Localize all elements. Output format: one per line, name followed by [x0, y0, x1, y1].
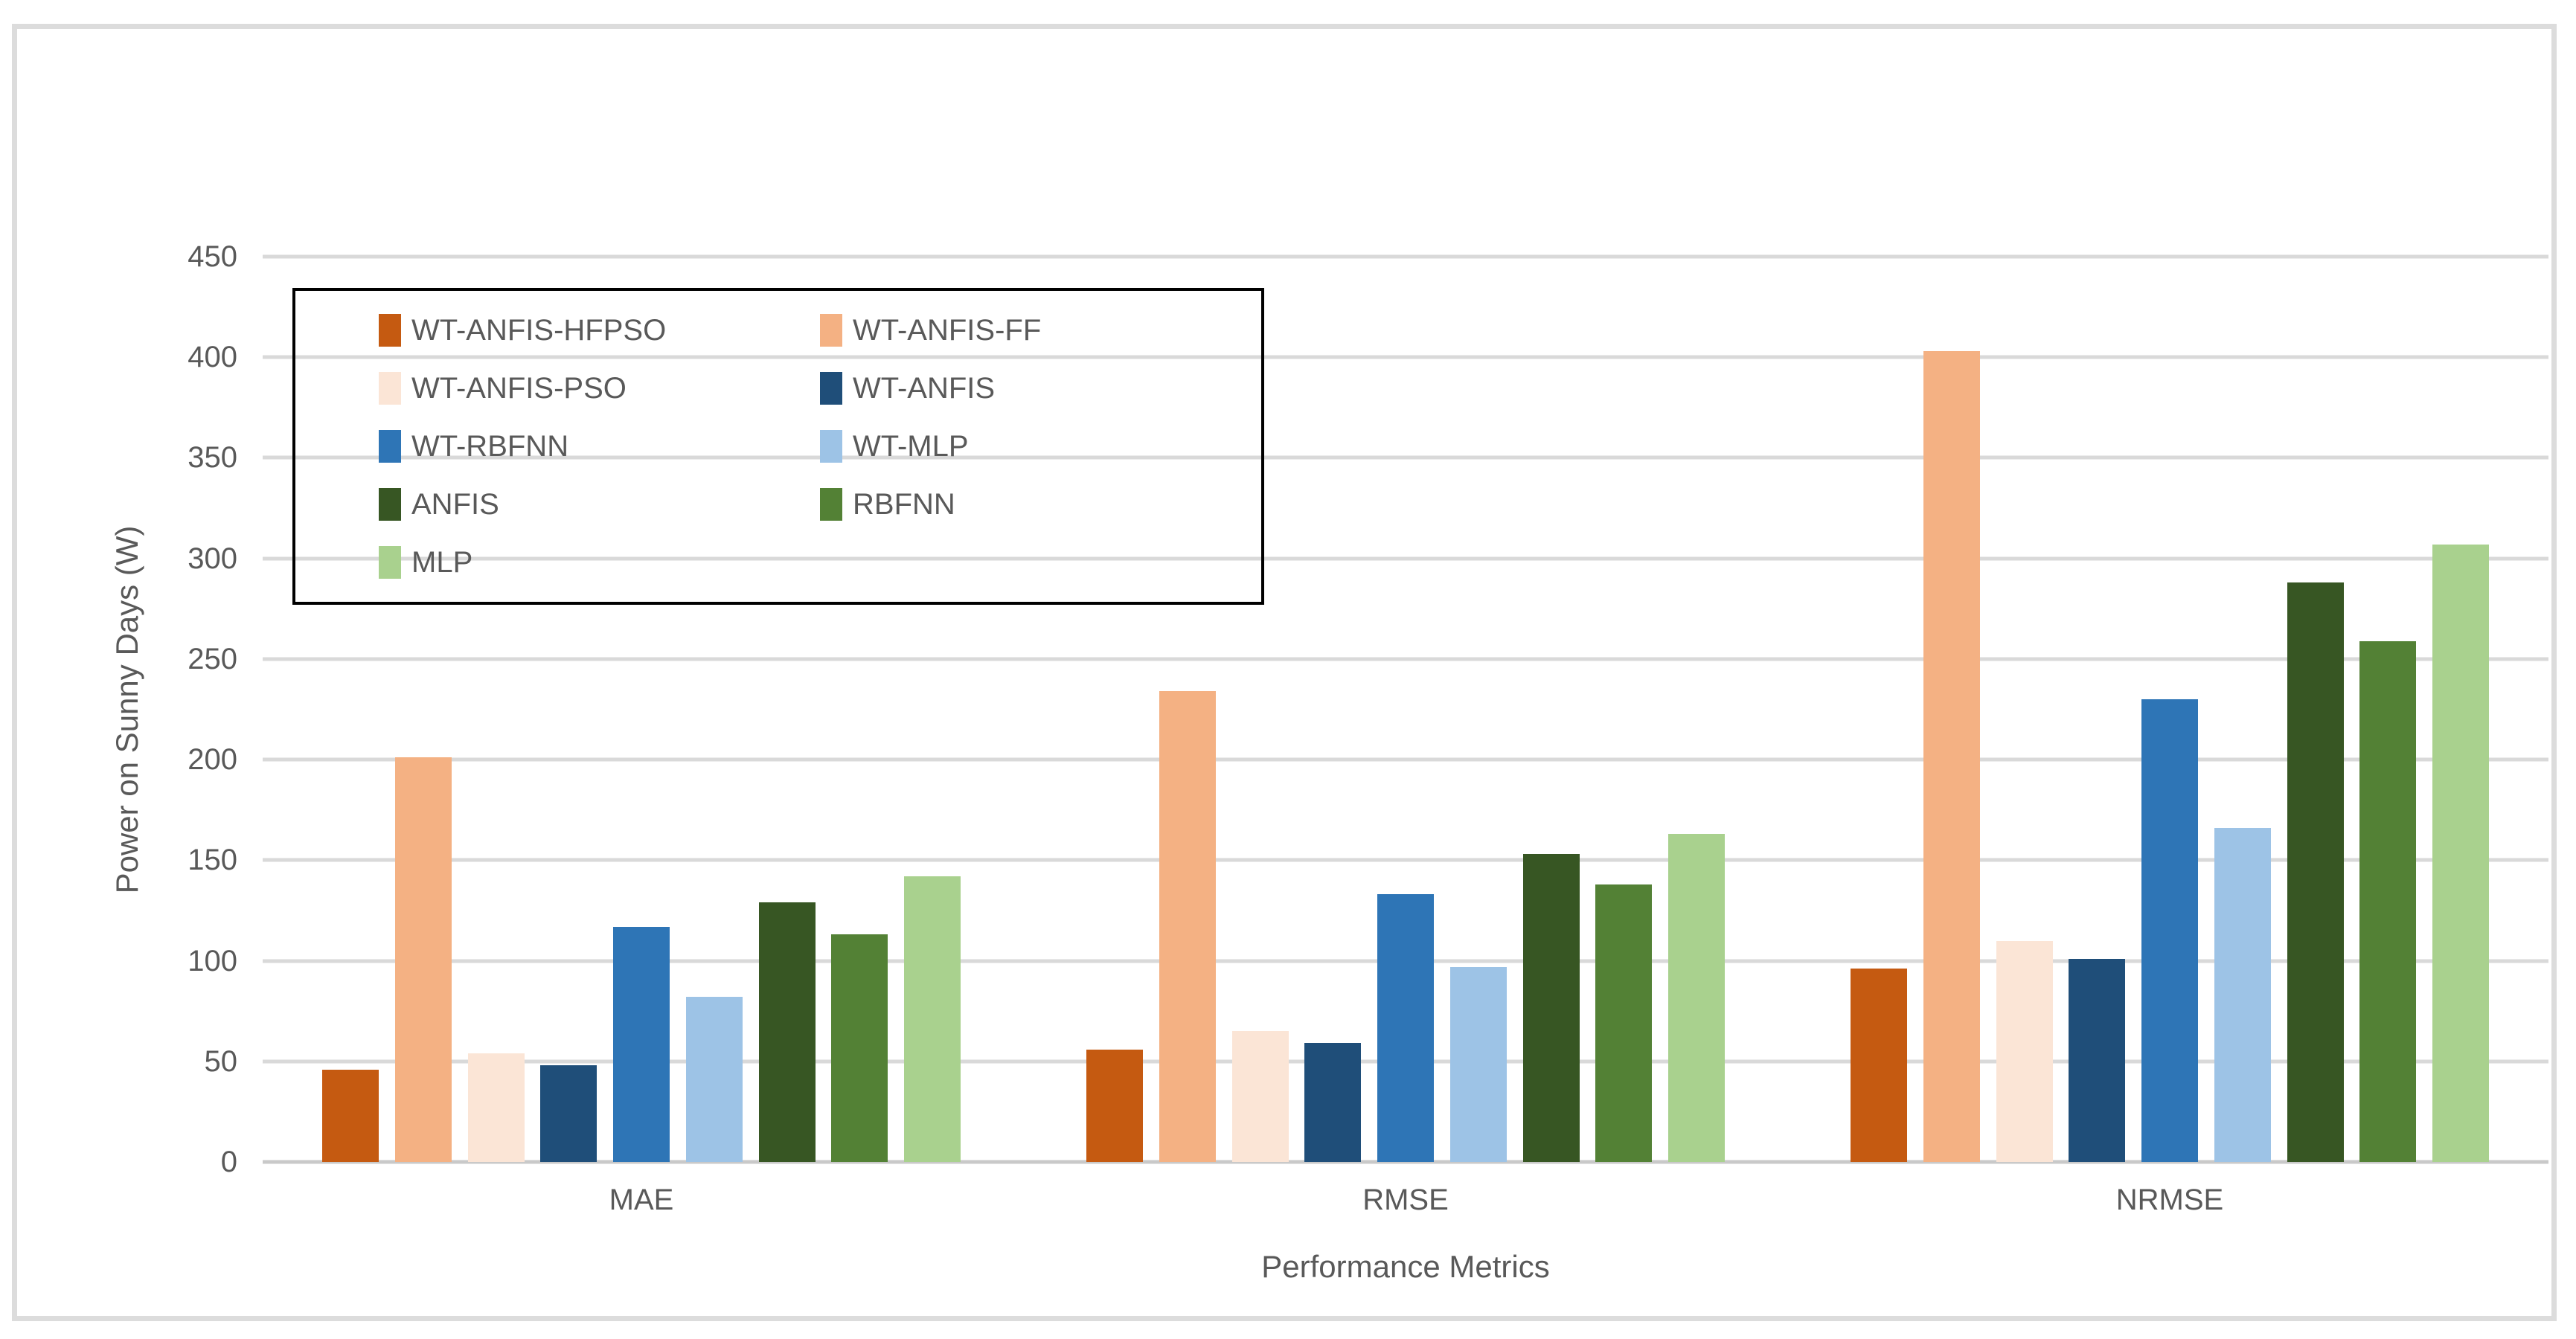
- bar-mlp-nrmse: [2432, 544, 2489, 1162]
- bar-rbfnn-mae: [831, 934, 888, 1162]
- legend-swatch-icon: [820, 372, 842, 405]
- y-tick-label-100: 100: [188, 944, 237, 977]
- legend-label: WT-ANFIS: [853, 371, 996, 405]
- y-tick-label-200: 200: [188, 743, 237, 777]
- legend-label: WT-ANFIS-FF: [853, 313, 1042, 347]
- legend-item-wt-anfis: WT-ANFIS: [820, 372, 1261, 405]
- bar-rbfnn-nrmse: [2359, 640, 2417, 1162]
- bar-wt-anfis-rmse: [1304, 1043, 1362, 1162]
- legend-item-wt-rbfnn: WT-RBFNN: [379, 430, 820, 463]
- bar-group-nrmse: NRMSE: [1851, 257, 2489, 1216]
- bar-wt-anfis-hfpso-nrmse: [1851, 969, 1907, 1162]
- bar-anfis-nrmse: [2287, 582, 2344, 1162]
- bar-rbfnn-rmse: [1595, 884, 1653, 1162]
- figure-border: Power on Sunny Days (W) 0 50 100 150 200 250 3…: [12, 24, 2557, 1321]
- bar-wt-mlp-nrmse: [2214, 828, 2271, 1162]
- y-tick-label-50: 50: [204, 1044, 238, 1078]
- gridline-300: [263, 556, 2548, 561]
- bar-wt-anfis-hfpso-rmse: [1086, 1049, 1143, 1162]
- legend-item-wt-mlp: WT-MLP: [820, 430, 1261, 463]
- gridline-0: [263, 1160, 2548, 1164]
- bar-wt-anfis-ff-mae: [394, 757, 452, 1162]
- y-tick-label-150: 150: [188, 844, 237, 877]
- bar-anfis-rmse: [1522, 854, 1580, 1162]
- legend-label: ANFIS: [411, 487, 499, 521]
- x-category-label-rmse: RMSE: [1362, 1184, 1449, 1216]
- bar-mlp-mae: [904, 876, 961, 1162]
- legend-label: WT-ANFIS-HFPSO: [411, 313, 667, 347]
- gridline-400: [263, 355, 2548, 359]
- gridline-150: [263, 858, 2548, 862]
- bar-wt-anfis-pso-rmse: [1231, 1031, 1289, 1162]
- y-tick-label-0: 0: [220, 1146, 237, 1178]
- bar-wt-anfis-nrmse: [2069, 958, 2126, 1162]
- bar-wt-rbfnn-nrmse: [2141, 699, 2198, 1162]
- legend-item-rbfnn: RBFNN: [820, 488, 1261, 521]
- y-axis-ticks: 0 50 100 150 200 250 300 350 400 450: [17, 242, 238, 1177]
- y-tick-label-250: 250: [188, 642, 237, 675]
- legend-swatch-icon: [820, 430, 842, 463]
- legend-swatch-icon: [820, 488, 842, 521]
- gridline-250: [263, 657, 2548, 661]
- legend-item-wt-anfis-pso: WT-ANFIS-PSO: [379, 372, 820, 405]
- legend-item-anfis: ANFIS: [379, 488, 820, 521]
- y-tick-label-300: 300: [188, 542, 237, 575]
- bar-wt-rbfnn-mae: [613, 926, 670, 1162]
- bar-wt-anfis-pso-mae: [467, 1053, 525, 1162]
- legend-item-wt-anfis-hfpso: WT-ANFIS-HFPSO: [379, 314, 820, 347]
- legend-swatch-icon: [379, 546, 401, 579]
- legend-swatch-icon: [379, 430, 401, 463]
- y-tick-label-400: 400: [188, 341, 237, 374]
- legend-label: WT-ANFIS-PSO: [411, 371, 627, 405]
- y-tick-label-450: 450: [188, 240, 237, 273]
- legend-label: WT-MLP: [853, 429, 969, 463]
- bar-wt-rbfnn-rmse: [1377, 894, 1434, 1162]
- bar-wt-anfis-pso-nrmse: [1996, 940, 2053, 1162]
- bar-wt-anfis-ff-rmse: [1159, 691, 1216, 1162]
- y-tick-label-350: 350: [188, 441, 237, 475]
- legend-item-mlp: MLP: [379, 546, 820, 579]
- x-category-label-mae: MAE: [609, 1184, 674, 1216]
- legend-label: MLP: [411, 545, 473, 579]
- gridline-350: [263, 455, 2548, 460]
- legend-swatch-icon: [379, 488, 401, 521]
- plot-area: WT-ANFIS-HFPSO WT-ANFIS-FF WT-ANFIS-PSO WT-…: [263, 254, 2548, 1216]
- bar-wt-anfis-ff-nrmse: [1923, 351, 1980, 1162]
- bar-anfis-mae: [758, 902, 816, 1162]
- legend-item-wt-anfis-ff: WT-ANFIS-FF: [820, 314, 1261, 347]
- x-axis-title: Performance Metrics: [1261, 1249, 1550, 1284]
- bar-wt-mlp-rmse: [1449, 966, 1507, 1162]
- gridline-200: [263, 757, 2548, 762]
- bar-mlp-rmse: [1668, 834, 1725, 1162]
- bar-group-rmse: RMSE: [1086, 257, 1725, 1216]
- legend-label: RBFNN: [853, 487, 955, 521]
- bar-wt-anfis-mae: [540, 1065, 597, 1162]
- bar-group-mae: MAE: [322, 257, 961, 1216]
- gridline-450: [263, 254, 2548, 259]
- legend-swatch-icon: [379, 314, 401, 347]
- x-category-label-nrmse: NRMSE: [2115, 1184, 2224, 1216]
- bar-wt-mlp-mae: [685, 997, 743, 1162]
- legend: WT-ANFIS-HFPSO WT-ANFIS-FF WT-ANFIS-PSO WT-…: [292, 288, 1264, 605]
- legend-swatch-icon: [820, 314, 842, 347]
- legend-swatch-icon: [379, 372, 401, 405]
- bar-wt-anfis-hfpso-mae: [322, 1069, 379, 1162]
- legend-label: WT-RBFNN: [411, 429, 569, 463]
